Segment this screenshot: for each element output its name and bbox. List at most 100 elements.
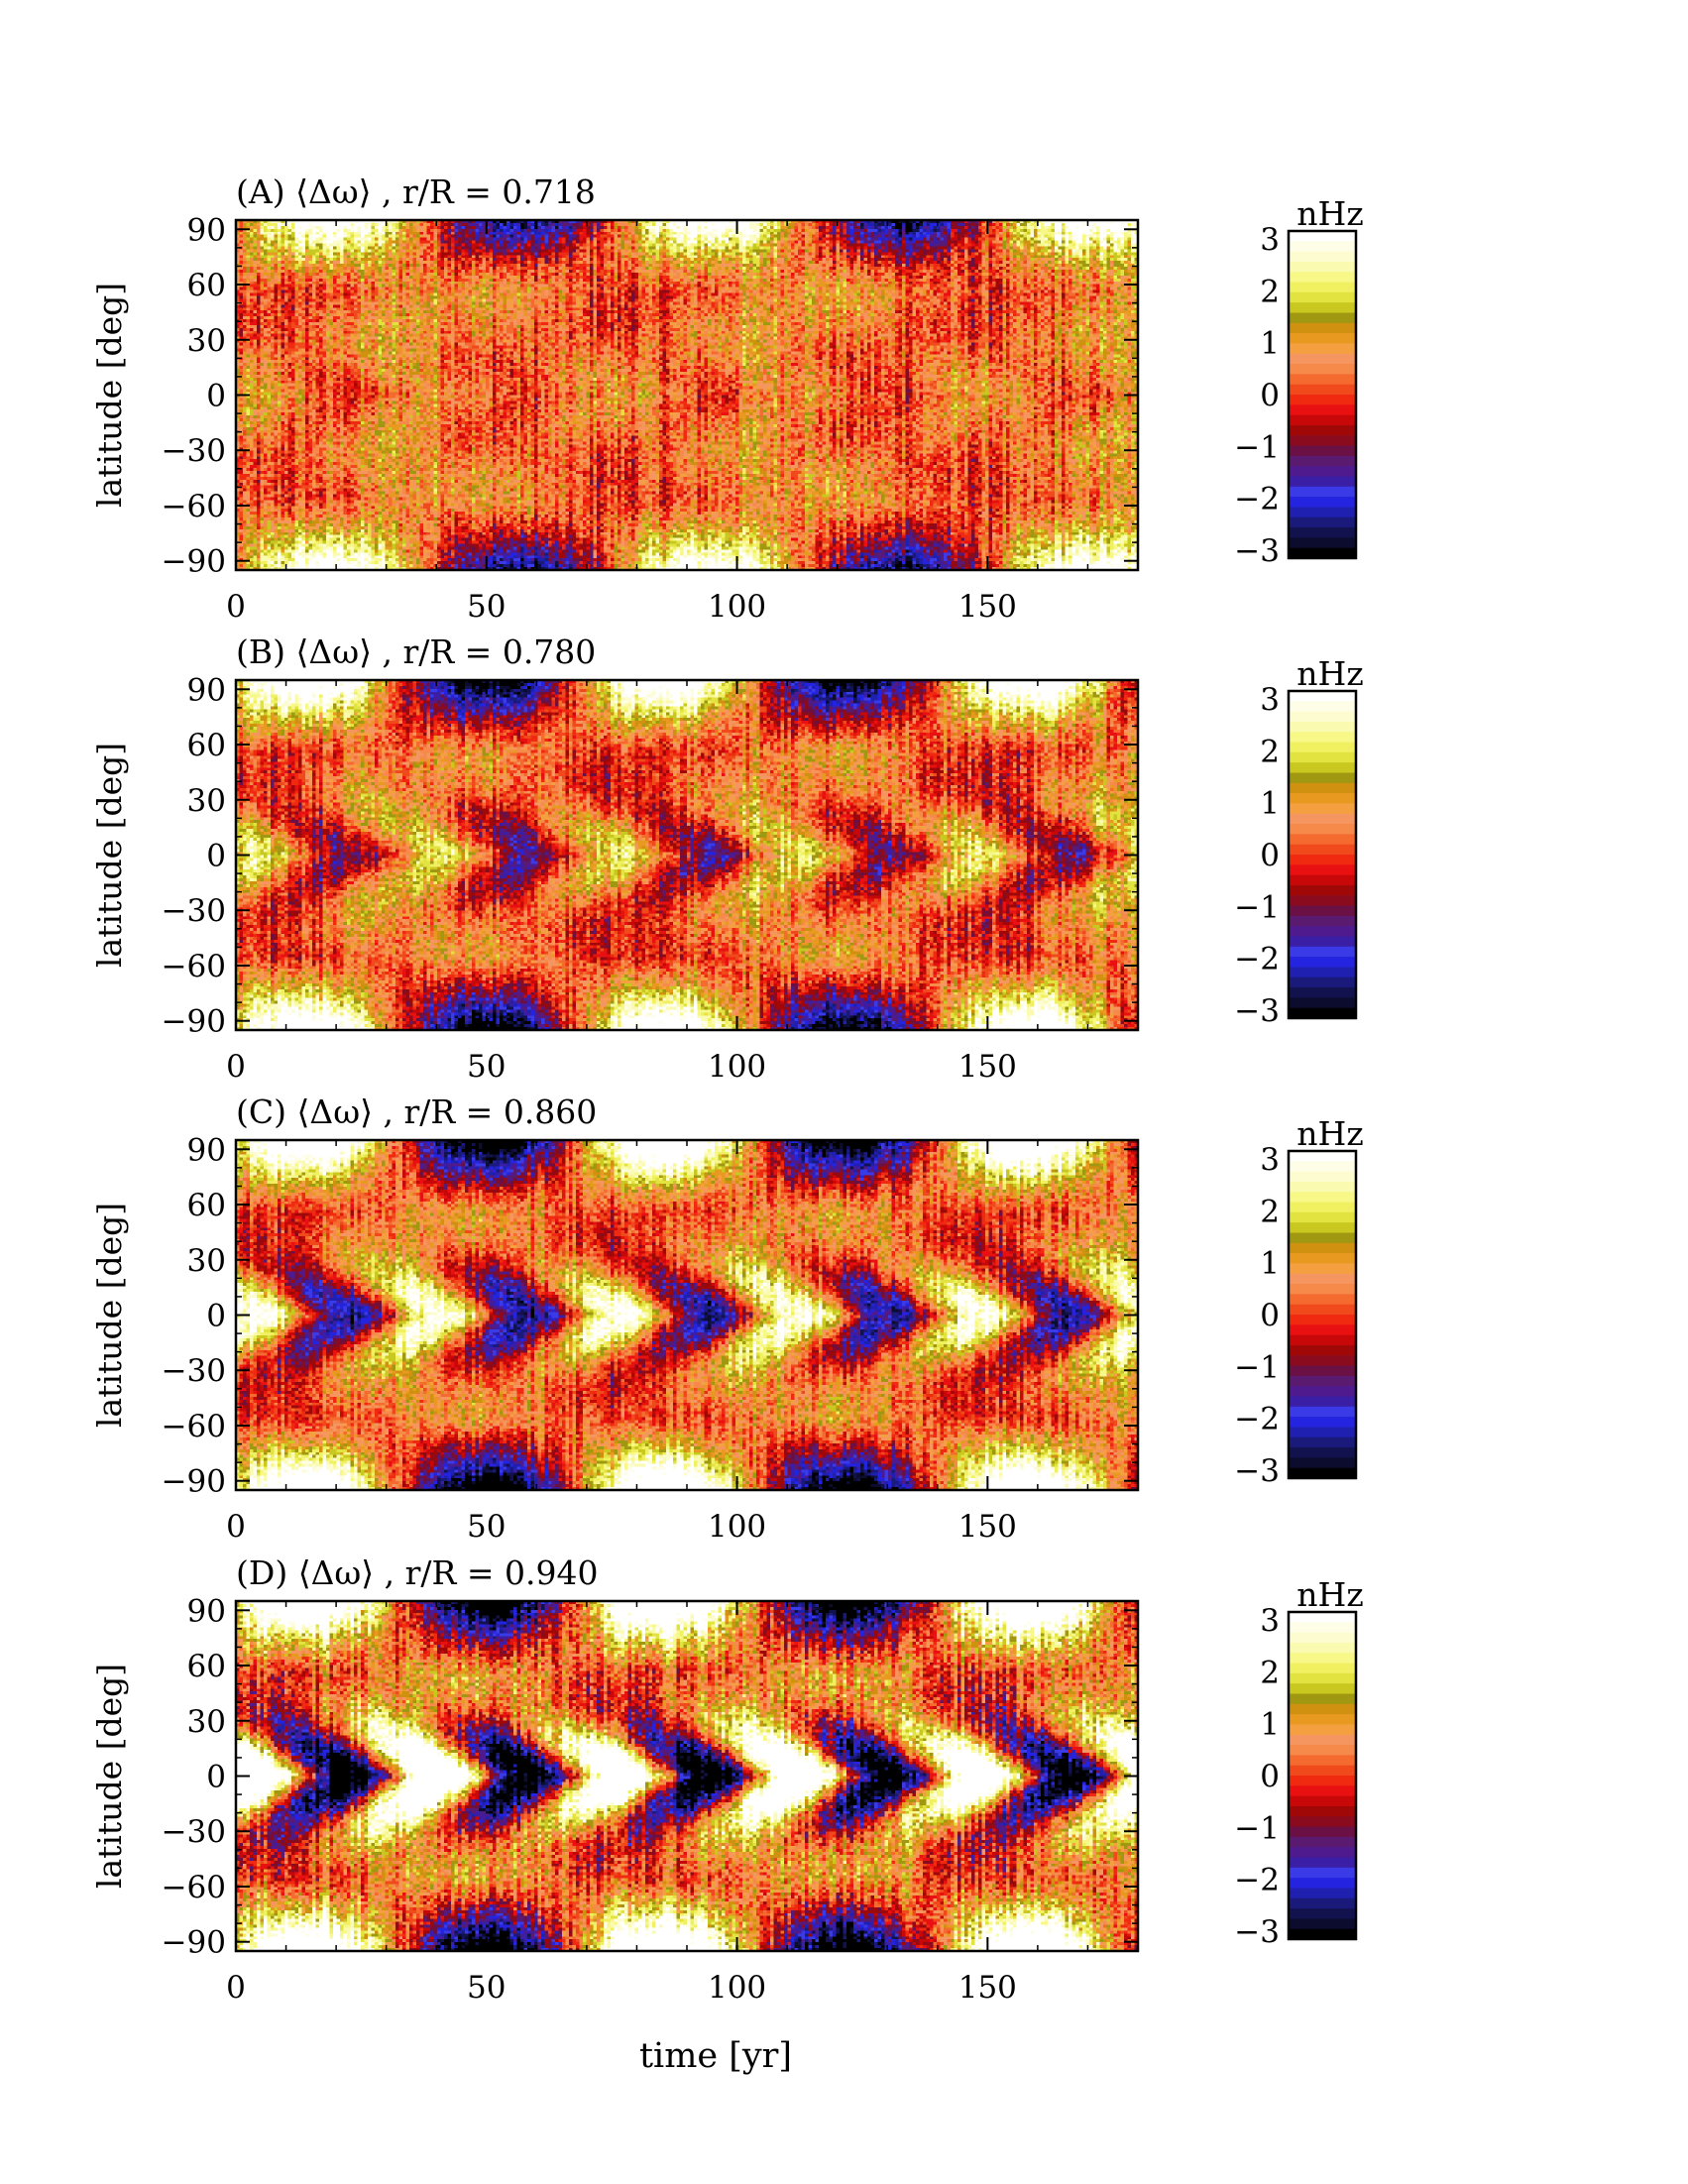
colorbar-swatch xyxy=(1289,466,1356,478)
colorbar-swatch xyxy=(1289,291,1356,303)
colorbar-swatch xyxy=(1289,721,1356,733)
y-tick-label: 30 xyxy=(187,783,226,819)
colorbar-swatch xyxy=(1289,1284,1356,1295)
colorbar-swatch xyxy=(1289,251,1356,263)
colorbar-swatch xyxy=(1289,1232,1356,1244)
colorbar-swatch xyxy=(1289,1826,1356,1838)
colorbar-swatch xyxy=(1289,322,1356,334)
colorbar-unit: nHz xyxy=(1296,194,1363,233)
colorbar-tick-label: −3 xyxy=(1234,1914,1280,1950)
colorbar-swatch xyxy=(1289,742,1356,753)
colorbar-swatch xyxy=(1289,1693,1356,1705)
colorbar-swatch xyxy=(1289,455,1356,467)
colorbar-swatch xyxy=(1289,486,1356,498)
x-tick-label: 50 xyxy=(467,589,506,625)
colorbar-frame xyxy=(1287,1149,1358,1480)
colorbar-swatch xyxy=(1289,1355,1356,1367)
colorbar-swatch xyxy=(1289,1918,1356,1930)
colorbar-swatch xyxy=(1289,547,1356,559)
colorbar-swatch xyxy=(1289,1324,1356,1336)
colorbar-swatch xyxy=(1289,476,1356,488)
colorbar-tick-label: 0 xyxy=(1260,378,1280,413)
colorbar-tick-label: −1 xyxy=(1234,1349,1280,1385)
colorbar-swatch xyxy=(1289,374,1356,386)
colorbar-swatch xyxy=(1289,782,1356,794)
x-tick-label: 100 xyxy=(708,1970,766,2006)
heatmap-image xyxy=(236,680,1138,1030)
colorbar-swatch xyxy=(1289,957,1356,969)
colorbar-swatch xyxy=(1289,1406,1356,1418)
colorbar-swatch xyxy=(1289,1242,1356,1254)
colorbar-swatch xyxy=(1289,507,1356,518)
x-tick-label: 0 xyxy=(226,1049,246,1085)
colorbar-swatch xyxy=(1289,803,1356,815)
colorbar-frame xyxy=(1287,1610,1358,1941)
colorbar-swatch xyxy=(1289,1192,1356,1204)
colorbar-tick-label: 1 xyxy=(1260,1246,1280,1282)
colorbar-swatch xyxy=(1289,231,1356,242)
y-tick-label: −60 xyxy=(162,489,226,524)
colorbar-swatch xyxy=(1289,1805,1356,1817)
colorbar-swatch xyxy=(1289,404,1356,416)
y-tick-label: 0 xyxy=(206,379,226,414)
y-tick-label: −30 xyxy=(162,893,226,929)
colorbar-swatch xyxy=(1289,824,1356,835)
colorbar-swatch xyxy=(1289,1315,1356,1325)
y-tick-label: 0 xyxy=(206,1299,226,1334)
colorbar-tick-label: −3 xyxy=(1234,1453,1280,1489)
heatmap-image xyxy=(236,1140,1138,1490)
colorbar-swatch xyxy=(1289,1765,1356,1777)
colorbar-swatch xyxy=(1289,1714,1356,1726)
colorbar-swatch xyxy=(1289,1653,1356,1665)
colorbar-swatch xyxy=(1289,1928,1356,1940)
colorbar-swatch xyxy=(1289,435,1356,447)
colorbar-swatch xyxy=(1289,1457,1356,1469)
colorbar-swatch xyxy=(1289,1007,1356,1019)
panel-title: (D) ⟨Δω⟩ , r/R = 0.940 xyxy=(236,1553,599,1592)
y-axis-label: latitude [deg] xyxy=(90,1203,129,1428)
colorbar-tick-label: 0 xyxy=(1260,1759,1280,1794)
colorbar-swatch xyxy=(1289,1663,1356,1674)
colorbar-swatch xyxy=(1289,1375,1356,1387)
colorbar-swatch xyxy=(1289,834,1356,846)
colorbar-swatch xyxy=(1289,1222,1356,1234)
colorbar-swatch xyxy=(1289,1776,1356,1786)
y-tick-label: −90 xyxy=(162,1464,226,1500)
y-axis-label: latitude [deg] xyxy=(90,283,129,508)
colorbar-swatch xyxy=(1289,261,1356,273)
heatmap-image xyxy=(236,1601,1138,1951)
colorbar-tick-label: 2 xyxy=(1260,734,1280,769)
colorbar-tick-label: 0 xyxy=(1260,838,1280,873)
y-tick-label: 90 xyxy=(187,1132,226,1168)
colorbar-tick-label: 3 xyxy=(1260,682,1280,718)
colorbar-tick-label: −2 xyxy=(1234,482,1280,517)
colorbar-tick-label: −1 xyxy=(1234,1810,1280,1846)
x-tick-label: 50 xyxy=(467,1970,506,2006)
colorbar-swatch xyxy=(1289,711,1356,723)
colorbar-swatch xyxy=(1289,1908,1356,1919)
colorbar-swatch xyxy=(1289,1734,1356,1746)
colorbar-tick-label: 1 xyxy=(1260,786,1280,822)
colorbar-swatch xyxy=(1289,1202,1356,1213)
colorbar-swatch xyxy=(1289,915,1356,927)
colorbar-swatch xyxy=(1289,1622,1356,1634)
y-tick-label: 60 xyxy=(187,1649,226,1684)
x-tick-label: 150 xyxy=(958,589,1017,625)
colorbar-tick-label: 3 xyxy=(1260,1603,1280,1639)
colorbar-swatch xyxy=(1289,333,1356,345)
colorbar-swatch xyxy=(1289,1263,1356,1275)
panel-title: (B) ⟨Δω⟩ , r/R = 0.780 xyxy=(236,632,596,671)
colorbar-swatch xyxy=(1289,793,1356,805)
x-tick-label: 100 xyxy=(708,1509,766,1545)
colorbar-swatch xyxy=(1289,1447,1356,1458)
colorbar-swatch xyxy=(1289,241,1356,253)
colorbar-swatch xyxy=(1289,1745,1356,1756)
y-tick-label: −30 xyxy=(162,433,226,469)
x-tick-label: 150 xyxy=(958,1970,1017,2006)
colorbar-tick-label: −2 xyxy=(1234,1863,1280,1898)
colorbar-swatch xyxy=(1289,1795,1356,1807)
y-tick-label: −30 xyxy=(162,1353,226,1389)
y-axis-label: latitude [deg] xyxy=(90,743,129,968)
colorbar-swatch xyxy=(1289,1867,1356,1879)
